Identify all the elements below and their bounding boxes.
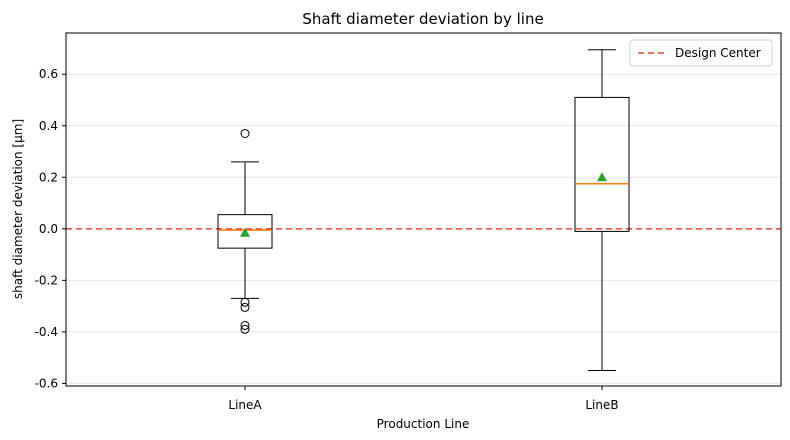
box-iqr xyxy=(217,214,273,249)
legend-label-design-center: Design Center xyxy=(675,46,761,60)
mean-marker xyxy=(597,172,607,182)
y-axis-label: shaft diameter deviation [μm] xyxy=(11,119,25,299)
box-group-LineA xyxy=(217,128,273,334)
outlier-point xyxy=(240,320,250,330)
y-axis: -0.6 -0.4 -0.2 0.0 0.2 0.4 0.6 xyxy=(35,67,66,390)
box-iqr xyxy=(574,96,630,232)
outlier-point xyxy=(240,128,250,138)
y-tick-label: -0.2 xyxy=(35,273,58,287)
x-axis-label: Production Line xyxy=(377,417,470,431)
grid xyxy=(66,73,781,384)
y-tick-label: 0.0 xyxy=(39,222,58,236)
y-tick-label: -0.6 xyxy=(35,376,58,390)
box-group-LineB xyxy=(574,49,630,372)
boxes xyxy=(217,49,630,372)
x-tick-label: LineA xyxy=(228,398,262,412)
x-axis: LineA LineB xyxy=(228,386,619,412)
y-tick-label: -0.4 xyxy=(35,325,58,339)
outlier-point xyxy=(240,302,250,312)
outlier-point xyxy=(240,297,250,307)
plot-frame xyxy=(65,32,782,387)
legend-frame xyxy=(629,39,773,67)
y-tick-label: 0.4 xyxy=(39,119,58,133)
chart-title: Shaft diameter deviation by line xyxy=(302,10,543,28)
outlier-point xyxy=(240,324,250,334)
mean-marker xyxy=(240,227,250,237)
y-tick-label: 0.2 xyxy=(39,170,58,184)
y-tick-label: 0.6 xyxy=(39,67,58,81)
legend: Design Center xyxy=(629,39,773,67)
x-tick-label: LineB xyxy=(585,398,618,412)
